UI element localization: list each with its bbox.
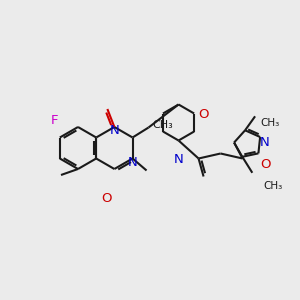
Text: O: O — [101, 193, 112, 206]
Text: O: O — [198, 108, 209, 121]
Text: N: N — [260, 136, 269, 149]
Text: N: N — [128, 156, 137, 169]
Text: CH₃: CH₃ — [260, 118, 280, 128]
Text: CH₃: CH₃ — [263, 181, 282, 191]
Text: CH₃: CH₃ — [153, 121, 173, 130]
Text: N: N — [110, 124, 119, 137]
Text: F: F — [51, 113, 59, 127]
Text: O: O — [260, 158, 270, 172]
Text: N: N — [174, 153, 183, 166]
